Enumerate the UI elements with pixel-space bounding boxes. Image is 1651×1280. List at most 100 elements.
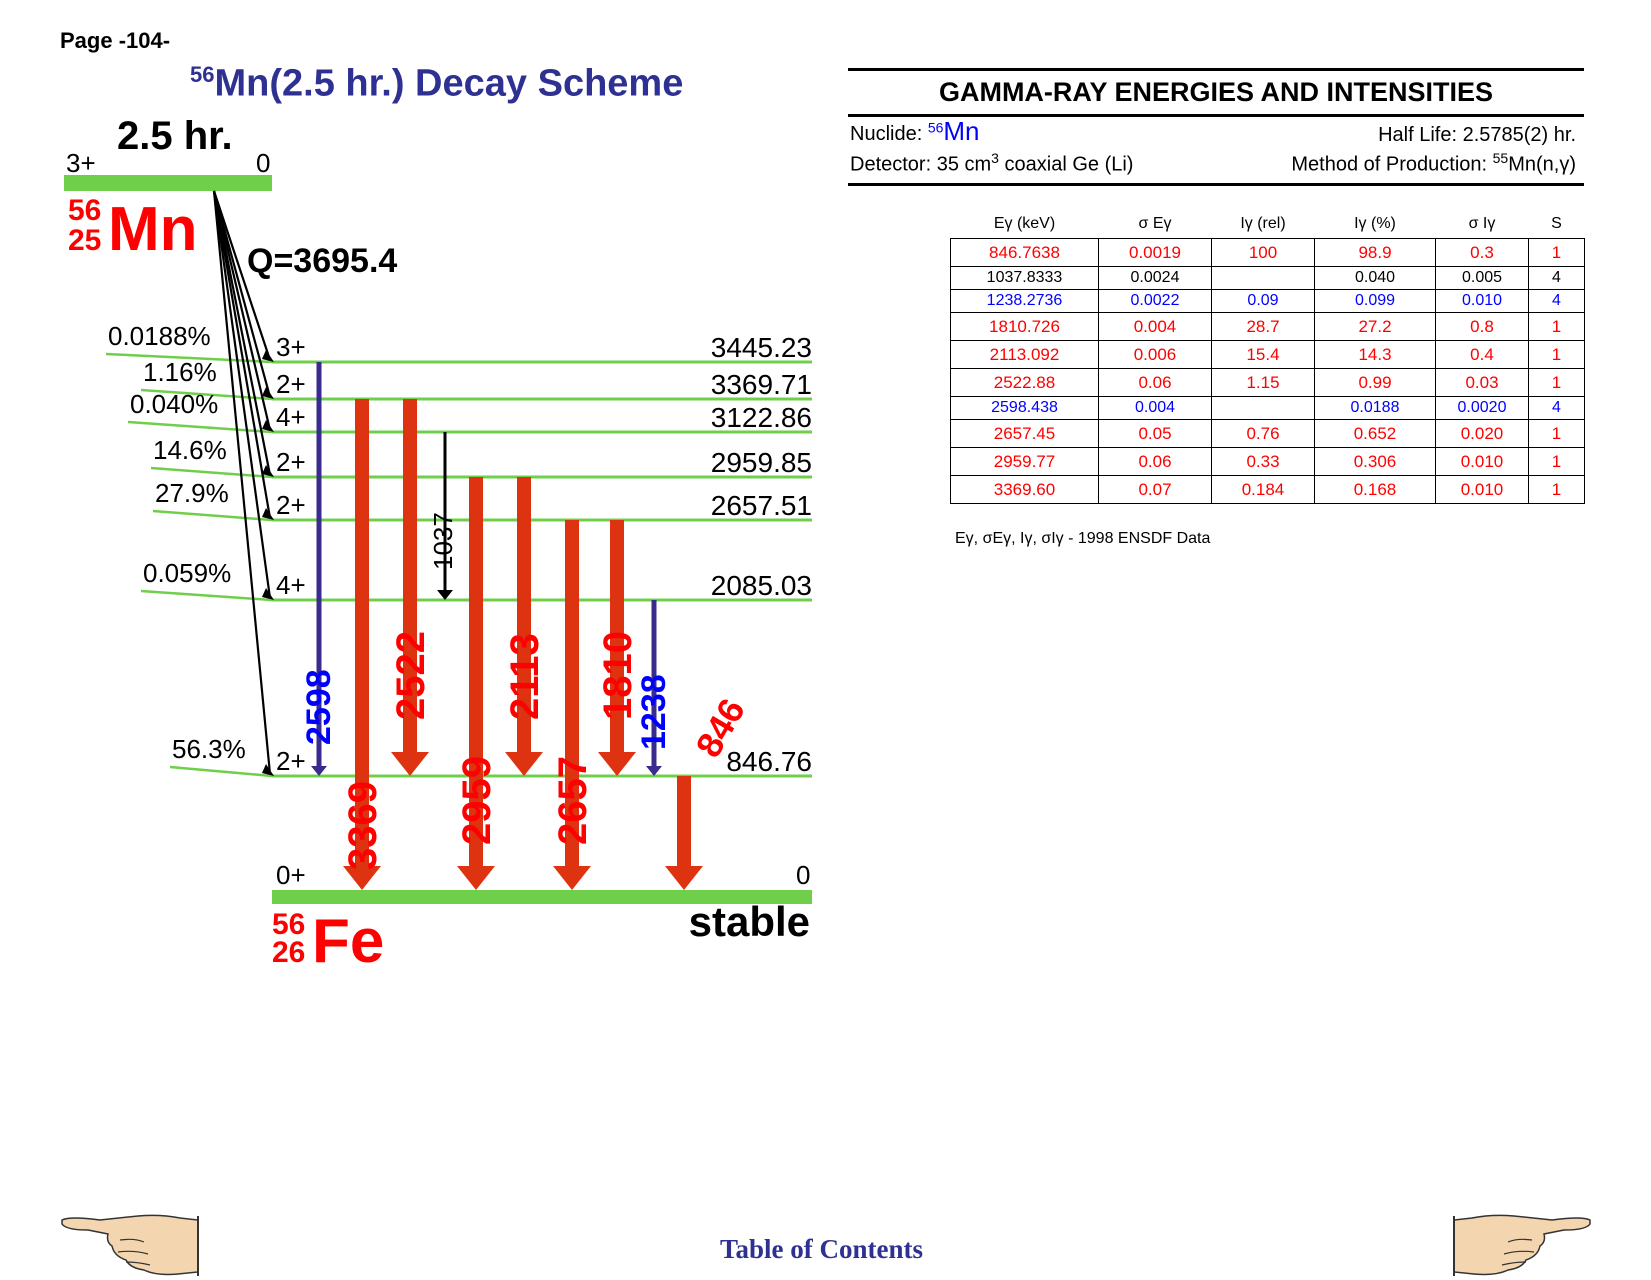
parent-atomic-number: 25 (68, 224, 101, 257)
detector: Detector: 35 cm3 coaxial Ge (Li) (850, 150, 1134, 176)
table-cell: 0.05 (1098, 419, 1212, 448)
header-energy: Eγ (keV) (993, 215, 1056, 232)
beta-feed-line (212, 190, 272, 476)
beta-feed-arrowhead (262, 764, 274, 776)
level-spin: 2+ (276, 447, 306, 477)
table-cell: 0.0188 (1314, 396, 1436, 420)
level-energy: 2657.51 (711, 490, 812, 521)
gamma-energy-label: 1037 (428, 512, 458, 570)
table-cell: 1037.8333 (950, 266, 1099, 290)
gamma-arrow-shaft (469, 477, 483, 866)
gamma-energy-label: 1810 (596, 631, 640, 720)
daughter-mass-number: 56 (272, 908, 305, 941)
table-cell: 1 (1528, 475, 1585, 504)
parent-halflife: 2.5 hr. (117, 114, 233, 158)
parent-mass-number: 56 (68, 194, 101, 227)
table-cell: 0.010 (1435, 475, 1529, 504)
parent-spin: 3+ (66, 148, 96, 178)
hand-pointing-left-icon[interactable] (60, 1210, 200, 1280)
table-row: 2113.092 0.006 15.4 14.3 0.4 1 (950, 340, 1585, 369)
table-cell: 1.15 (1211, 368, 1315, 397)
level-energy: 3445.23 (711, 332, 812, 363)
gamma-arrowhead (665, 866, 703, 890)
table-cell: 2522.88 (950, 368, 1099, 397)
table-cell: 1 (1528, 238, 1585, 267)
table-cell: 4 (1528, 396, 1585, 420)
table-cell: 3369.60 (950, 475, 1099, 504)
level-spin: 4+ (276, 402, 306, 432)
beta-feed-line (212, 190, 272, 519)
table-of-contents-link[interactable]: Table of Contents (720, 1234, 924, 1264)
table-cell: 0.168 (1314, 475, 1436, 504)
beta-branch-label: 14.6% (153, 435, 227, 465)
info-row-detector: Detector: 35 cm3 coaxial Ge (Li) Method … (848, 147, 1584, 183)
table-row: 2598.438 0.004 0.0188 0.0020 4 (950, 396, 1585, 420)
gamma-energy-label: 2959 (455, 756, 499, 845)
table-cell: 1 (1528, 447, 1585, 476)
table-cell: 2113.092 (950, 340, 1099, 369)
level-spin: 4+ (276, 570, 306, 600)
table-cell: 4 (1528, 289, 1585, 313)
gamma-table: Eγ (keV) σ Eγ Iγ (rel) Iγ (%) σ Iγ S 846… (950, 210, 1585, 504)
beta-branch-line (127, 420, 273, 434)
table-row: 1037.8333 0.0024 0.040 0.005 4 (950, 266, 1585, 290)
nuclide: Nuclide: 56Mn (850, 116, 980, 146)
daughter-energy: 0 (796, 860, 810, 890)
table-cell: 0.004 (1098, 312, 1212, 341)
gamma-arrowhead (343, 866, 381, 890)
table-cell: 846.7638 (950, 238, 1099, 267)
beta-branch-line (105, 352, 273, 364)
table-row: 2522.88 0.06 1.15 0.99 0.03 1 (950, 368, 1585, 397)
table-cell: 98.9 (1314, 238, 1436, 267)
production-method: Method of Production: 55Mn(n,γ) (1291, 150, 1576, 176)
table-cell: 0.004 (1098, 396, 1212, 420)
top-rule (848, 68, 1584, 71)
gamma-energy-label: 2657 (551, 756, 595, 845)
beta-branch-line (150, 466, 273, 479)
header-energy-unc: σ Eγ (1138, 215, 1172, 232)
gamma-arrowhead (311, 766, 327, 776)
daughter-status: stable (689, 898, 810, 945)
level-spin: 2+ (276, 746, 306, 776)
beta-branch-line (140, 589, 273, 602)
table-cell: 1 (1528, 340, 1585, 369)
gamma-info-panel: GAMMA-RAY ENERGIES AND INTENSITIES Nucli… (848, 68, 1584, 186)
table-cell: 0.006 (1098, 340, 1212, 369)
beta-branch-line (152, 509, 273, 522)
table-cell: 0.06 (1098, 447, 1212, 476)
half-life: Half Life: 2.5785(2) hr. (1378, 124, 1576, 146)
gamma-arrow-shaft (517, 477, 531, 752)
table-row: 2959.77 0.06 0.33 0.306 0.010 1 (950, 447, 1585, 476)
parent-energy: 0 (256, 148, 270, 178)
header-int-rel: Iγ (rel) (1240, 215, 1286, 232)
beta-feed-line (212, 190, 272, 599)
beta-feed-arrowhead (262, 588, 274, 600)
table-cell: 100 (1211, 238, 1315, 267)
table-cell: 0.76 (1211, 419, 1315, 448)
beta-feed-arrowhead (262, 350, 274, 362)
table-cell: 0.184 (1211, 475, 1315, 504)
level-energy: 846.76 (726, 746, 812, 777)
table-cell: 2657.45 (950, 419, 1099, 448)
gamma-energy-label: 2598 (300, 669, 338, 745)
table-row: 2657.45 0.05 0.76 0.652 0.020 1 (950, 419, 1585, 448)
header-int-pct: Iγ (%) (1354, 215, 1396, 232)
table-cell: 0.0019 (1098, 238, 1212, 267)
ground-level-bar (272, 890, 812, 904)
table-cell: 27.2 (1314, 312, 1436, 341)
gamma-energy-label: 1238 (635, 674, 673, 750)
hand-pointing-right-icon[interactable] (1452, 1210, 1592, 1280)
table-cell: 0.005 (1435, 266, 1529, 290)
table-cell: 0.06 (1098, 368, 1212, 397)
table-row: 1238.2736 0.0022 0.09 0.099 0.010 4 (950, 289, 1585, 313)
beta-branch-label: 0.059% (143, 558, 231, 588)
parent-level-bar (64, 175, 272, 191)
daughter-symbol: Fe (312, 907, 384, 976)
scheme-title: 56Mn(2.5 hr.) Decay Scheme (190, 62, 684, 105)
daughter-spin: 0+ (276, 860, 306, 890)
table-cell: 0.010 (1435, 447, 1529, 476)
table-row: 846.7638 0.0019 100 98.9 0.3 1 (950, 238, 1585, 267)
table-cell: 0.0020 (1435, 396, 1529, 420)
decay-scheme-diagram: 2.5 hr. 3+ 0 56 25 Mn Q=3695.4 3+ 3445.23… (64, 114, 812, 976)
